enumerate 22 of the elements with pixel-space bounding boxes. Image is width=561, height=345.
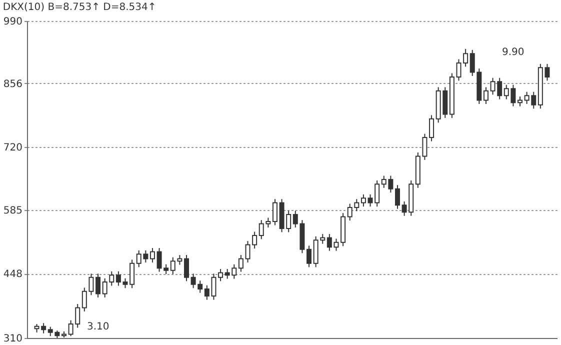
candlestick bbox=[429, 114, 434, 142]
annotation: 9.90 bbox=[502, 47, 524, 58]
candlestick bbox=[184, 254, 190, 282]
candlestick bbox=[96, 273, 101, 298]
candlestick bbox=[306, 245, 312, 268]
y-tick-label: 720 bbox=[3, 142, 22, 154]
y-tick-label: 448 bbox=[3, 269, 22, 280]
candlestick bbox=[218, 268, 224, 282]
candlestick bbox=[518, 96, 523, 107]
candlestick bbox=[360, 194, 366, 208]
y-tick-label: 856 bbox=[3, 78, 22, 90]
y-tick-label: 585 bbox=[3, 205, 22, 216]
candlestick bbox=[394, 184, 400, 210]
candlestick bbox=[272, 198, 278, 226]
candlestick bbox=[150, 248, 155, 263]
annotation: 3.10 bbox=[87, 321, 110, 332]
y-tick-label: 990 bbox=[3, 16, 22, 28]
candlestick bbox=[130, 259, 135, 289]
y-tick-label: 310 bbox=[3, 334, 22, 344]
chart-subtitle: DKX(10) B=8.753↑ D=8.534↑ bbox=[2, 2, 156, 13]
candlestick bbox=[483, 86, 488, 104]
candlestick bbox=[238, 254, 244, 272]
